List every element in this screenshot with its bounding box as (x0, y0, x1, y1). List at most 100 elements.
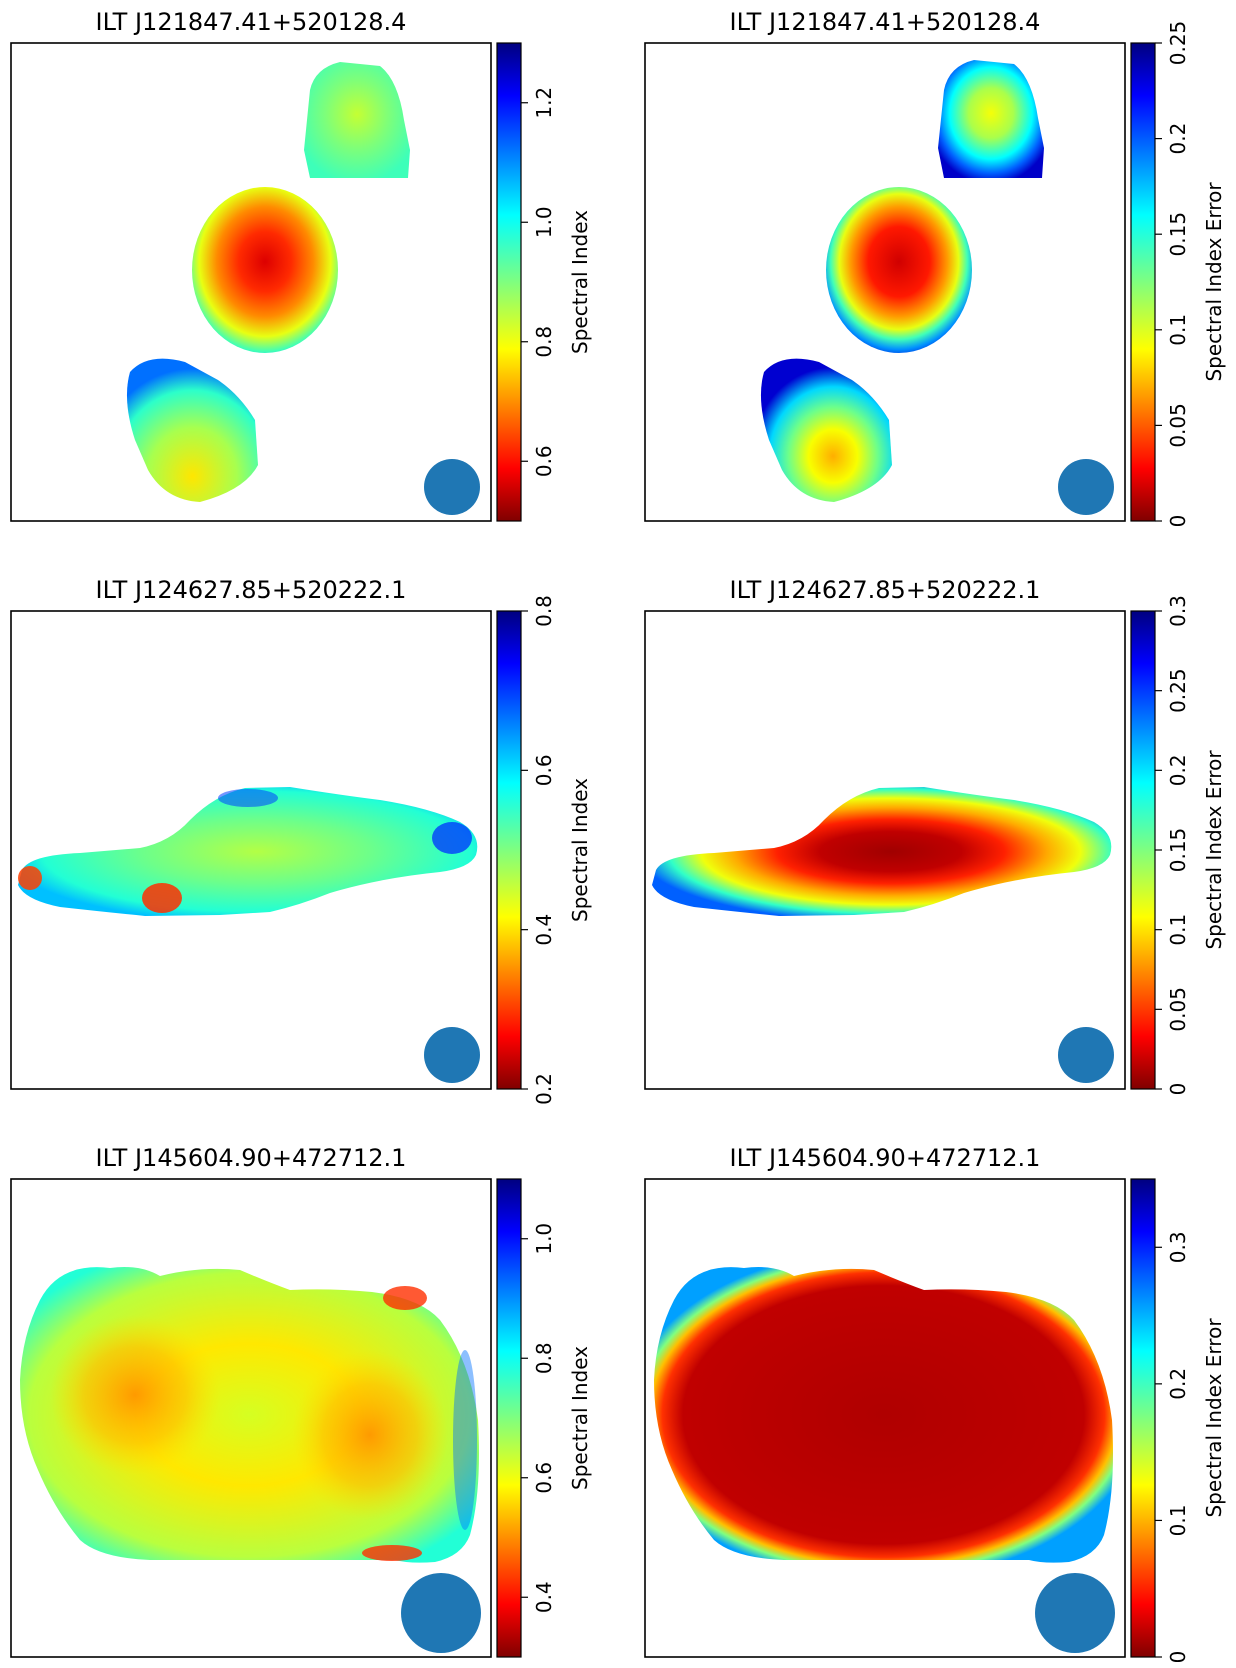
plot-frame (644, 610, 1126, 1090)
source-component (18, 787, 478, 916)
panel-title: ILT J121847.41+520128.4 (96, 8, 407, 36)
source-component (938, 60, 1044, 178)
plot-frame (644, 1178, 1126, 1658)
colorbar-label: Spectral Index (568, 210, 592, 354)
panel-p6: ILT J145604.90+472712.1 0 0.1 0.2 0.3 Spect… (644, 1144, 1226, 1663)
source-hotspot (218, 789, 278, 807)
source-image (20, 1267, 479, 1563)
colorbar-label: Spectral Index (568, 778, 592, 922)
colorbar-scale (1130, 1178, 1156, 1658)
colorbar-tick-label: 0.1 (1166, 1505, 1190, 1537)
source-hotspot (142, 883, 182, 913)
colorbar-tick-label: 1.0 (532, 206, 556, 238)
colorbar-ticks: 0 0.05 0.1 0.15 0.2 0.25 (1155, 21, 1190, 528)
colorbar-tick-label: 0.2 (1166, 123, 1190, 155)
colorbar-tick-label: 0 (1166, 1651, 1190, 1664)
panel-title: ILT J124627.85+520222.1 (96, 576, 407, 604)
panel-title: ILT J145604.90+472712.1 (96, 1144, 407, 1172)
colorbar-tick-label: 0.6 (532, 754, 556, 786)
colorbar-scale (496, 1178, 522, 1658)
source-component (192, 187, 338, 353)
source-image (18, 787, 478, 916)
beam-marker (1058, 459, 1114, 515)
colorbar-tick-label: 0 (1166, 515, 1190, 528)
colorbar-tick-label: 0.1 (1166, 314, 1190, 346)
panel-p2: ILT J121847.41+520128.4 00.050.10.150.20… (644, 8, 1226, 528)
colorbar-ticks: 0 0.1 0.2 0.3 (1155, 1231, 1190, 1663)
colorbar: 0.6 0.8 1.0 1.2 Spectral Index (496, 42, 592, 522)
colorbar-tick-label: 0.2 (1166, 1368, 1190, 1400)
source-component (826, 187, 972, 353)
source-image (652, 787, 1112, 916)
source-component (126, 358, 258, 502)
panel-p3: ILT J124627.85+520222.1 0.2 0.4 0.6 0.8 Spe… (10, 576, 592, 1105)
colorbar-label: Spectral Index (568, 1346, 592, 1490)
colorbar-tick-label: 0.15 (1166, 828, 1190, 873)
colorbar-label: Spectral Index Error (1202, 750, 1226, 950)
colorbar-scale (496, 610, 522, 1090)
colorbar-label: Spectral Index Error (1202, 182, 1226, 382)
colorbar-tick-label: 0.4 (532, 914, 556, 946)
colorbar-tick-label: 0.8 (532, 1342, 556, 1374)
colorbar-tick-label: 0.2 (1166, 754, 1190, 786)
beam-marker (401, 1573, 481, 1653)
colorbar-tick-label: 0.8 (532, 595, 556, 627)
colorbar: 0 0.05 0.1 0.15 0.2 0.25 0.3 Spectral Index Er… (1130, 595, 1226, 1095)
source-hotspot (383, 1286, 427, 1310)
colorbar-tick-label: 0.25 (1166, 668, 1190, 713)
source-component (652, 787, 1112, 916)
panel-title: ILT J121847.41+520128.4 (730, 8, 1041, 36)
source-lobe (50, 1315, 220, 1475)
panel-title: ILT J124627.85+520222.1 (730, 576, 1041, 604)
source-image (126, 62, 410, 502)
colorbar-tick-label: 0.6 (532, 445, 556, 477)
plot-frame (644, 42, 1126, 522)
colorbar-scale (1130, 610, 1156, 1090)
source-component (304, 62, 410, 178)
beam-marker (1035, 1573, 1115, 1653)
plot-frame (10, 1178, 492, 1658)
beam-marker (424, 459, 480, 515)
colorbar-tick-label: 0.05 (1166, 403, 1190, 448)
colorbar-ticks: 0.2 0.4 0.6 0.8 (521, 595, 556, 1105)
colorbar-ticks: 0.4 0.6 0.8 1.0 (521, 1223, 556, 1613)
beam-marker (424, 1027, 480, 1083)
colorbar-tick-label: 0.25 (1166, 21, 1190, 66)
colorbar-tick-label: 0.3 (1166, 1231, 1190, 1263)
colorbar-tick-label: 0.05 (1166, 987, 1190, 1032)
colorbar-tick-label: 0 (1166, 1083, 1190, 1096)
panel-p5: ILT J145604.90+472712.1 0.4 0.6 0.8 1.0 Spe… (10, 1144, 592, 1658)
source-image (760, 60, 1044, 502)
source-component (654, 1267, 1113, 1563)
panel-p4: ILT J124627.85+520222.1 00.050.10.150.20… (644, 576, 1226, 1095)
colorbar: 0 0.05 0.1 0.15 0.2 0.25 Spectral Index Error (1130, 21, 1226, 528)
plot-frame (10, 42, 492, 522)
colorbar-tick-label: 0.15 (1166, 212, 1190, 257)
source-hotspot (18, 866, 42, 890)
colorbar-tick-label: 1.0 (532, 1223, 556, 1255)
colorbar-tick-label: 0.6 (532, 1462, 556, 1494)
source-lobe (292, 1350, 448, 1520)
colorbar-tick-label: 0.2 (532, 1073, 556, 1105)
colorbar-ticks: 0.6 0.8 1.0 1.2 (521, 87, 556, 477)
source-component (760, 358, 892, 502)
colorbar-tick-label: 0.1 (1166, 914, 1190, 946)
colorbar-label: Spectral Index Error (1202, 1318, 1226, 1518)
plot-frame (10, 610, 492, 1090)
colorbar-tick-label: 0.8 (532, 326, 556, 358)
source-hotspot (432, 822, 472, 854)
colorbar-tick-label: 1.2 (532, 87, 556, 119)
colorbar: 0 0.1 0.2 0.3 Spectral Index Error (1130, 1178, 1226, 1663)
colorbar: 0.2 0.4 0.6 0.8 Spectral Index (496, 595, 592, 1105)
colorbar-ticks: 0 0.05 0.1 0.15 0.2 0.25 0.3 (1155, 595, 1190, 1095)
source-hotspot (362, 1545, 422, 1561)
panel-p1: ILT J121847.41+520128.4 0.6 0.8 1.0 1.2 Spe… (10, 8, 592, 522)
colorbar-tick-label: 0.3 (1166, 595, 1190, 627)
source-image (654, 1267, 1113, 1563)
colorbar-scale (1130, 42, 1156, 522)
source-hotspot (453, 1350, 477, 1530)
colorbar: 0.4 0.6 0.8 1.0 Spectral Index (496, 1178, 592, 1658)
colorbar-tick-label: 0.4 (532, 1581, 556, 1613)
panel-title: ILT J145604.90+472712.1 (730, 1144, 1041, 1172)
